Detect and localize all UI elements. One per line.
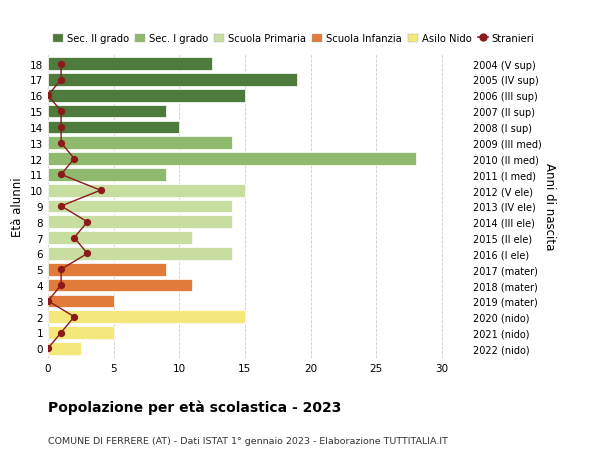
Point: [43, 297, 53, 305]
Point: [83, 250, 92, 257]
Point: [56, 282, 66, 289]
Bar: [48, 185, 245, 197]
Bar: [48, 247, 232, 260]
Bar: [48, 153, 415, 166]
Point: [56, 108, 66, 116]
Point: [43, 345, 53, 352]
Point: [70, 156, 79, 163]
Bar: [48, 311, 245, 323]
Bar: [48, 279, 193, 292]
Text: COMUNE DI FERRERE (AT) - Dati ISTAT 1° gennaio 2023 - Elaborazione TUTTITALIA.IT: COMUNE DI FERRERE (AT) - Dati ISTAT 1° g…: [48, 436, 448, 445]
Y-axis label: Età alunni: Età alunni: [11, 177, 25, 236]
Bar: [48, 58, 212, 71]
Bar: [48, 90, 245, 102]
Bar: [48, 137, 232, 150]
Point: [56, 203, 66, 210]
Point: [83, 218, 92, 226]
Bar: [48, 326, 113, 339]
Point: [56, 266, 66, 273]
Bar: [48, 232, 193, 244]
Point: [56, 329, 66, 336]
Point: [56, 124, 66, 131]
Bar: [48, 168, 166, 181]
Point: [56, 77, 66, 84]
Point: [70, 235, 79, 242]
Point: [70, 313, 79, 321]
Bar: [48, 342, 81, 355]
Bar: [48, 263, 166, 276]
Legend: Sec. II grado, Sec. I grado, Scuola Primaria, Scuola Infanzia, Asilo Nido, Stran: Sec. II grado, Sec. I grado, Scuola Prim…: [53, 34, 535, 44]
Bar: [48, 121, 179, 134]
Point: [56, 61, 66, 68]
Bar: [48, 200, 232, 213]
Point: [43, 92, 53, 100]
Point: [56, 171, 66, 179]
Bar: [48, 216, 232, 229]
Point: [56, 140, 66, 147]
Bar: [48, 295, 113, 308]
Bar: [48, 106, 166, 118]
Bar: [48, 74, 298, 87]
Text: Popolazione per età scolastica - 2023: Popolazione per età scolastica - 2023: [48, 399, 341, 414]
Point: [96, 187, 106, 195]
Y-axis label: Anni di nascita: Anni di nascita: [542, 163, 556, 250]
